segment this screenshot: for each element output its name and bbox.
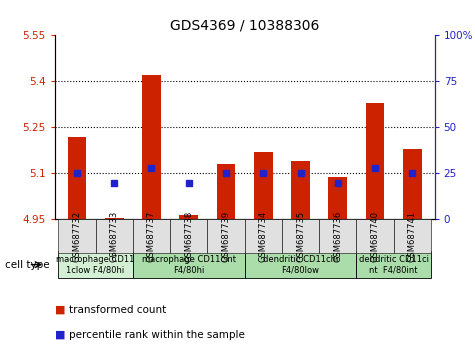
Bar	[58, 219, 95, 253]
Text: ■: ■	[55, 305, 65, 315]
Text: macrophage CD11cint
F4/80hi: macrophage CD11cint F4/80hi	[142, 255, 236, 274]
Bar	[67, 137, 86, 219]
Bar	[133, 219, 170, 253]
Text: GSM687732: GSM687732	[73, 211, 82, 262]
Text: transformed count: transformed count	[69, 305, 166, 315]
Text: dendritic CD11ci
nt  F4/80int: dendritic CD11ci nt F4/80int	[359, 255, 428, 274]
Bar	[282, 219, 319, 253]
Bar	[366, 103, 384, 219]
Bar	[180, 216, 198, 219]
Bar	[403, 149, 422, 219]
Text: dendritic CD11chi
F4/80low: dendritic CD11chi F4/80low	[263, 255, 338, 274]
Bar	[254, 152, 273, 219]
Text: percentile rank within the sample: percentile rank within the sample	[69, 330, 245, 339]
Bar	[217, 164, 235, 219]
Bar	[142, 75, 161, 219]
Text: GSM687733: GSM687733	[110, 211, 119, 262]
Text: ■: ■	[55, 330, 65, 339]
Bar	[319, 219, 356, 253]
Text: macrophage CD11
1clow F4/80hi: macrophage CD11 1clow F4/80hi	[57, 255, 135, 274]
Text: GSM687735: GSM687735	[296, 211, 305, 262]
Bar	[394, 219, 431, 253]
Bar	[105, 218, 124, 219]
Text: GSM687738: GSM687738	[184, 211, 193, 262]
Text: GSM687739: GSM687739	[221, 211, 230, 262]
Title: GDS4369 / 10388306: GDS4369 / 10388306	[170, 19, 319, 33]
Bar	[208, 219, 245, 253]
Bar	[356, 251, 431, 278]
Bar	[291, 161, 310, 219]
Text: GSM687737: GSM687737	[147, 211, 156, 262]
Bar	[245, 219, 282, 253]
Bar	[328, 177, 347, 219]
Text: GSM687740: GSM687740	[370, 211, 380, 262]
Text: GSM687741: GSM687741	[408, 211, 417, 262]
Bar	[170, 219, 208, 253]
Text: cell type: cell type	[5, 260, 49, 270]
Bar	[245, 251, 356, 278]
Text: GSM687734: GSM687734	[259, 211, 268, 262]
Bar	[356, 219, 394, 253]
Bar	[95, 219, 133, 253]
Text: GSM687736: GSM687736	[333, 211, 342, 262]
Bar	[133, 251, 245, 278]
Bar	[58, 251, 133, 278]
